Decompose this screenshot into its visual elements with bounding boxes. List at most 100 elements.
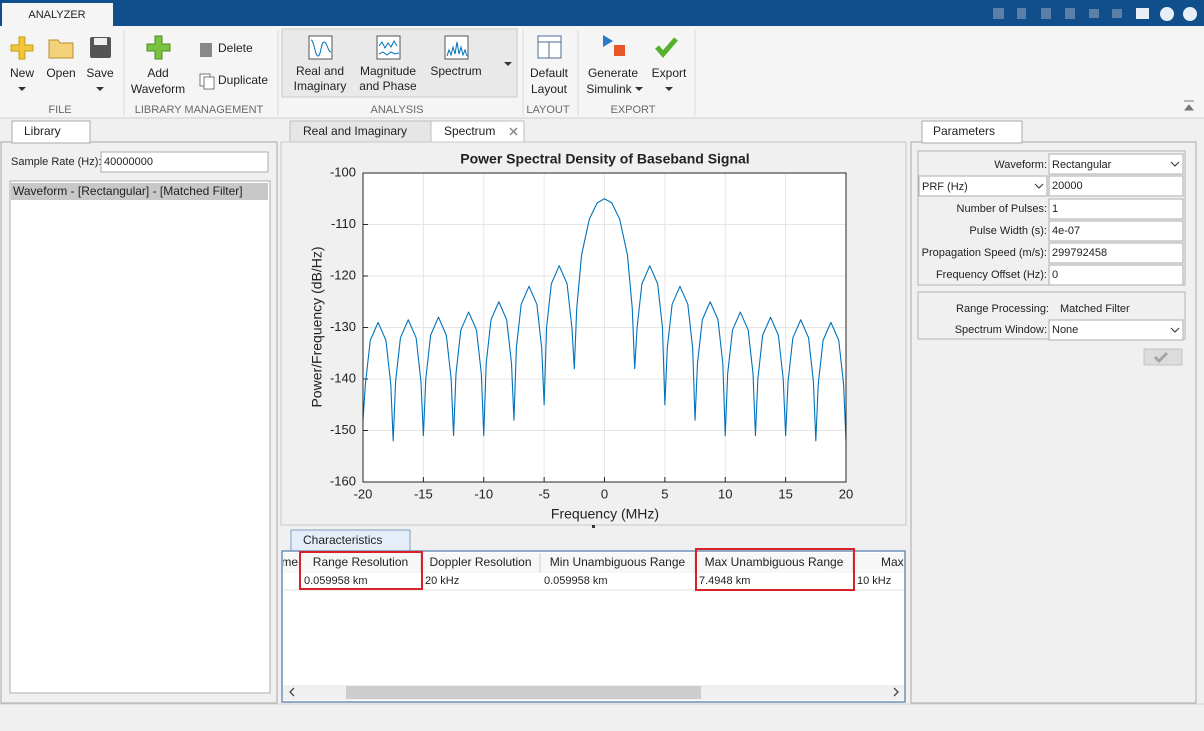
input-value: 20000 — [1052, 180, 1083, 192]
tab-close[interactable] — [509, 127, 518, 136]
x-tick-label: 20 — [839, 486, 853, 501]
save-button[interactable]: Save — [86, 37, 114, 91]
duplicate-button[interactable]: Duplicate — [199, 73, 268, 90]
field-input[interactable] — [1048, 198, 1184, 220]
new-button[interactable]: New — [10, 36, 34, 91]
section-label: EXPORT — [610, 104, 655, 116]
collapse-toolstrip[interactable] — [1183, 100, 1195, 111]
characteristics-table — [281, 550, 906, 703]
table-body: me Range Resolution Doppler Resolution Min … — [281, 553, 904, 591]
scroll-thumb[interactable] — [346, 686, 701, 699]
field-label: Sample Rate (Hz): — [11, 156, 101, 168]
field-label: Pulse Width (s): — [969, 225, 1047, 237]
x-tick-label: -20 — [354, 486, 373, 501]
x-tick-label: 5 — [661, 486, 668, 501]
sample-rate-input[interactable] — [100, 151, 269, 173]
input-value: 4e-07 — [1052, 225, 1080, 237]
y-tick-label: -110 — [331, 216, 356, 231]
qa-redo[interactable] — [1112, 9, 1122, 18]
gallery-icon — [308, 35, 333, 60]
analyzer-tab[interactable] — [2, 3, 113, 27]
button-label: Duplicate — [218, 73, 268, 87]
export-button[interactable]: Export — [652, 37, 687, 91]
dropdown-arrow — [1034, 183, 1044, 189]
spectrum-window-dropdown[interactable] — [1048, 319, 1184, 341]
library-tab[interactable] — [11, 120, 91, 144]
dropdown-value: None — [1052, 324, 1078, 336]
apply-icon — [1153, 351, 1169, 364]
button-label: New — [10, 66, 34, 80]
chart: Power Spectral Density of Baseband Signa… — [309, 151, 854, 522]
parameter-fields: Number of Pulses: 1 Pulse Width (s): 4e-07 P… — [922, 198, 1184, 286]
qa-undo[interactable] — [1089, 9, 1099, 18]
field-label: Propagation Speed (m/s): — [922, 247, 1047, 259]
generate-simulink-button[interactable]: Generate Simulink — [586, 35, 643, 96]
splitter-grip[interactable] — [592, 525, 595, 528]
field-label: Waveform: — [994, 159, 1047, 171]
section-label: ANALYSIS — [371, 104, 424, 116]
status-bar — [0, 704, 1204, 731]
spectrum-button[interactable]: Spectrum — [430, 35, 482, 78]
dropdown-arrow — [635, 87, 643, 91]
x-tick-label: -15 — [414, 486, 433, 501]
button-label: Spectrum — [430, 64, 481, 78]
button-label: Real and — [296, 64, 344, 78]
parameters-tab[interactable] — [921, 120, 1023, 144]
qa-more[interactable] — [1183, 7, 1197, 21]
button-label: Simulink — [586, 82, 632, 96]
qa-save[interactable] — [993, 8, 1004, 19]
tab-label: Library — [24, 124, 61, 138]
waveform-dropdown[interactable] — [1048, 153, 1184, 175]
button-label: Generate — [588, 66, 638, 80]
input-value: 40000000 — [104, 156, 153, 168]
table-cell: 10 kHz — [857, 575, 891, 587]
input-value: 1 — [1052, 203, 1058, 215]
toolstrip — [0, 26, 1204, 118]
qa-help[interactable] — [1160, 7, 1174, 21]
qa-cut[interactable] — [1017, 8, 1026, 19]
add-icon — [146, 35, 171, 60]
x-tick-label: 15 — [778, 486, 792, 501]
y-tick-label: -130 — [330, 319, 356, 334]
field-label: Spectrum Window: — [955, 324, 1047, 336]
qa-paste[interactable] — [1065, 8, 1075, 19]
prf-input[interactable] — [1048, 175, 1184, 197]
save-icon-label — [94, 38, 107, 45]
qa-copy[interactable] — [1041, 8, 1051, 19]
field-input[interactable] — [1048, 242, 1184, 264]
gallery-icon-line — [378, 39, 400, 56]
button-label: Export — [652, 66, 687, 80]
simulink-icon — [603, 35, 613, 47]
chart-title: Power Spectral Density of Baseband Signa… — [460, 151, 749, 167]
field-input[interactable] — [1048, 264, 1184, 286]
spectrum-line — [362, 198, 847, 442]
table-cell: 0.059958 km — [304, 575, 368, 587]
dropdown-value: PRF (Hz) — [922, 181, 968, 193]
dropdown-arrow — [96, 87, 104, 91]
button-label: Magnitude — [360, 64, 416, 78]
library-list — [9, 180, 271, 694]
highlight-box — [299, 551, 423, 590]
gallery-icon — [376, 35, 401, 60]
gallery-expand[interactable] — [504, 62, 512, 66]
y-tick-label: -120 — [330, 267, 356, 282]
button-label: Open — [46, 66, 75, 80]
scroll-arrows[interactable] — [289, 687, 899, 697]
column-header: me — [281, 555, 298, 569]
tab-label: Spectrum — [444, 124, 495, 138]
open-button[interactable]: Open — [46, 39, 76, 80]
default-layout-button[interactable]: Default Layout — [530, 35, 569, 96]
delete-button[interactable]: Delete — [200, 41, 253, 57]
prf-dropdown[interactable] — [918, 175, 1048, 197]
section-separators — [123, 30, 696, 116]
mag-phase-button[interactable]: Magnitude and Phase — [359, 35, 417, 93]
y-tick-label: -150 — [330, 422, 356, 437]
list-item-selected[interactable] — [11, 183, 268, 200]
y-tick-label: -140 — [330, 370, 356, 385]
field-input[interactable] — [1048, 220, 1184, 242]
qa-window[interactable] — [1136, 8, 1149, 19]
real-imag-button[interactable]: Real and Imaginary — [294, 35, 347, 93]
add-waveform-button[interactable]: Add Waveform — [131, 35, 185, 96]
highlight-box — [695, 548, 855, 591]
x-axis-label: Frequency (MHz) — [551, 506, 659, 522]
